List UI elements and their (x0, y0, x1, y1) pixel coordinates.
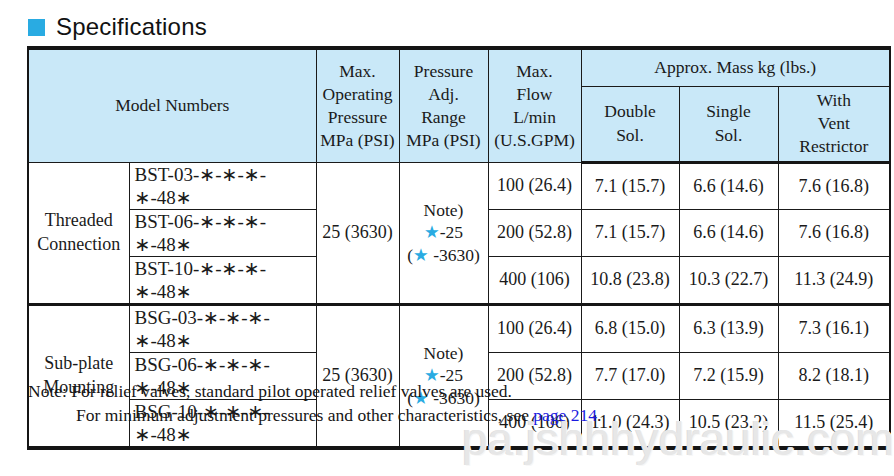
section-header: Specifications (28, 13, 207, 41)
double-sol-mass-cell: 6.8 (15.0) (581, 304, 679, 352)
with-vent-mass-cell: 7.6 (16.8) (778, 209, 890, 256)
max-flow-cell: 100 (26.4) (488, 162, 581, 209)
model-number-cell: BSG-03-∗-∗-∗-∗-48∗ (129, 304, 316, 352)
single-sol-mass-cell: 6.3 (13.9) (679, 304, 778, 352)
model-number-cell: BST-06-∗-∗-∗-∗-48∗ (129, 209, 316, 256)
model-number-cell: BST-10-∗-∗-∗-∗-48∗ (129, 256, 316, 304)
star-icon: ★ (424, 222, 440, 242)
adj-value-2: (★ -3630) (400, 244, 488, 266)
adj-note-label: Note) (400, 199, 488, 221)
max-flow-cell: 100 (26.4) (488, 304, 581, 352)
model-number-cell: BST-03-∗-∗-∗-∗-48∗ (129, 162, 316, 209)
double-sol-mass-cell: 10.8 (23.8) (581, 256, 679, 304)
single-sol-mass-cell: 7.2 (15.9) (679, 352, 778, 399)
col-header-model-numbers: Model Numbers (28, 48, 316, 162)
double-sol-mass-cell: 7.1 (15.7) (581, 162, 679, 209)
watermark: pa.jshhhydraulic.com (462, 412, 894, 466)
col-header-with-vent-restrictor: With Vent Restrictor (778, 86, 890, 162)
col-header-double-sol: Double Sol. (581, 86, 679, 162)
pressure-adj-range-cell: Note) ★-25 (★ -3630) (399, 162, 488, 304)
table-row: Threaded Connection BST-03-∗-∗-∗-∗-48∗ 2… (28, 162, 890, 209)
group-label-threaded-connection: Threaded Connection (28, 162, 129, 304)
col-header-max-flow: Max. Flow L/min (U.S.GPM) (488, 48, 581, 162)
max-flow-cell: 200 (52.8) (488, 209, 581, 256)
single-sol-mass-cell: 6.6 (14.6) (679, 162, 778, 209)
with-vent-mass-cell: 11.3 (24.9) (778, 256, 890, 304)
max-flow-cell: 400 (106) (488, 256, 581, 304)
col-header-max-operating-pressure: Max. Operating Pressure MPa (PSI) (316, 48, 399, 162)
single-sol-mass-cell: 6.6 (14.6) (679, 209, 778, 256)
section-bullet-icon (28, 19, 45, 36)
page-title: Specifications (56, 13, 207, 41)
operating-pressure-cell: 25 (3630) (316, 162, 399, 304)
double-sol-mass-cell: 7.1 (15.7) (581, 209, 679, 256)
with-vent-mass-cell: 7.3 (16.1) (778, 304, 890, 352)
col-header-single-sol: Single Sol. (679, 86, 778, 162)
with-vent-mass-cell: 8.2 (18.1) (778, 352, 890, 399)
single-sol-mass-cell: 10.3 (22.7) (679, 256, 778, 304)
col-header-pressure-adj-range: Pressure Adj. Range MPa (PSI) (399, 48, 488, 162)
adj-note-label: Note) (400, 342, 488, 364)
table-row: Sub-plate Mounting BSG-03-∗-∗-∗-∗-48∗ 25… (28, 304, 890, 352)
adj-value-1: ★-25 (400, 221, 488, 243)
header-row-1: Model Numbers Max. Operating Pressure MP… (28, 48, 890, 86)
col-header-approx-mass: Approx. Mass kg (lbs.) (581, 48, 890, 86)
with-vent-mass-cell: 7.6 (16.8) (778, 162, 890, 209)
star-icon: ★ (413, 245, 429, 265)
note-line-1: Note: For relief valves, standard pilot … (28, 379, 601, 403)
